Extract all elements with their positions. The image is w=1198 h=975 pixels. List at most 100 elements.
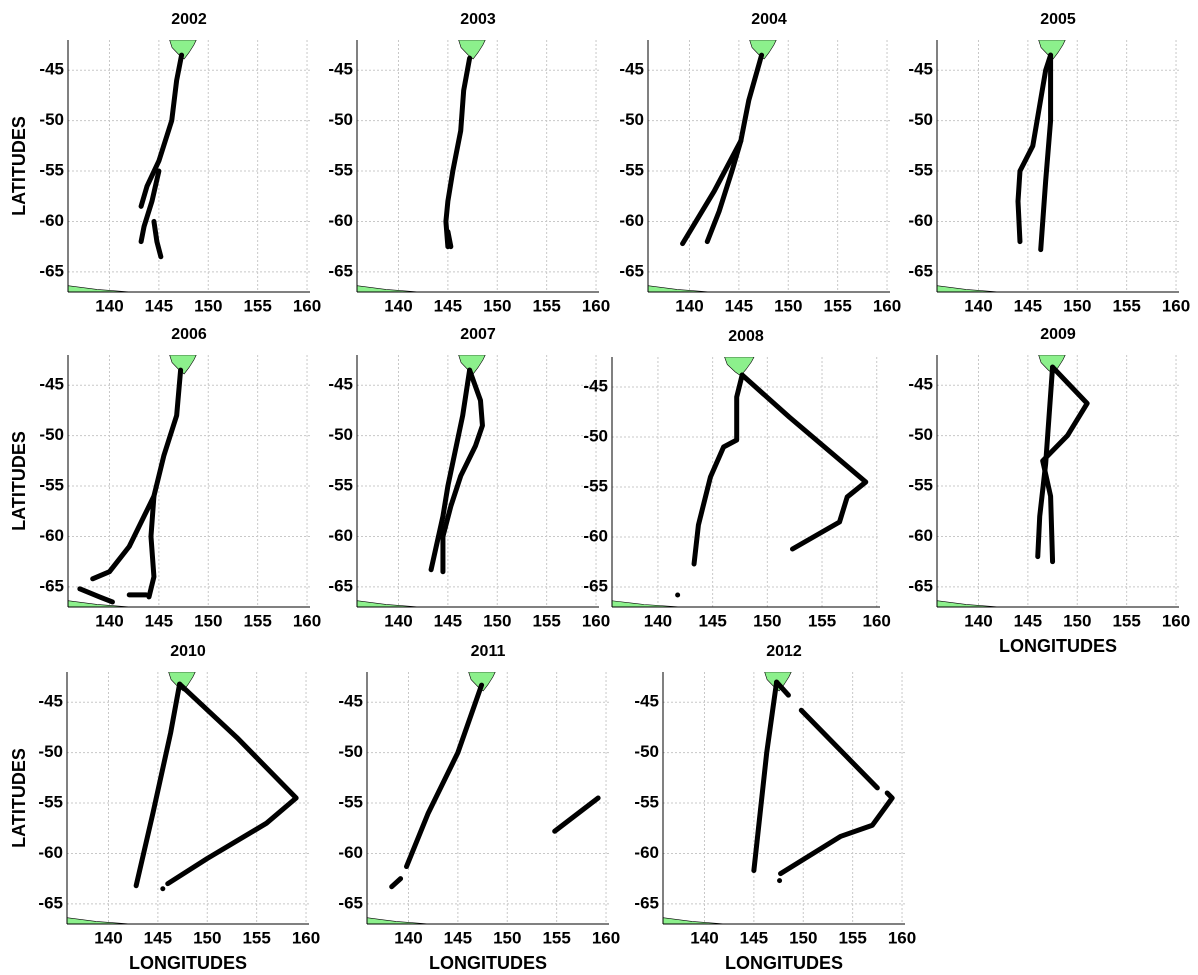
track: [774, 679, 791, 698]
x-tick-label: 160: [293, 611, 321, 630]
x-tick-label: 140: [384, 296, 412, 315]
x-tick-label: 145: [1014, 611, 1042, 630]
y-tick-label: -50: [619, 110, 644, 129]
land-shape: [458, 40, 486, 60]
land-shape: [724, 357, 755, 377]
track: [751, 679, 780, 874]
land-shape: [612, 600, 682, 607]
y-tick-label: -45: [619, 60, 644, 79]
x-tick-label: 140: [384, 611, 412, 630]
panel: 140 145 150 155 160 -45 -50 -55 -60 -65 2003: [328, 11, 610, 315]
track: [552, 795, 601, 834]
y-tick-label: -65: [634, 893, 659, 912]
y-tick-label: -60: [583, 526, 608, 545]
x-tick-label: 145: [145, 296, 173, 315]
y-tick-label: -45: [338, 692, 363, 711]
track: [428, 367, 473, 573]
track: [138, 168, 162, 245]
y-tick-label: -50: [338, 742, 363, 761]
track: [1038, 52, 1054, 253]
track: [691, 372, 745, 567]
track: [1015, 52, 1054, 245]
land-shape: [663, 917, 726, 924]
land-shape: [648, 285, 711, 292]
chart-title: 2003: [460, 11, 496, 28]
chart-title: 2012: [766, 643, 802, 660]
x-tick-label: 140: [95, 296, 123, 315]
x-axis-label: LONGITUDES: [999, 636, 1117, 656]
chart-title: 2011: [471, 643, 506, 660]
y-axis-label: LATITUDES: [9, 748, 29, 848]
panel: 140 145 150 155 160 -45 -50 -55 -60 -65 2004: [619, 11, 901, 315]
y-tick-label: -55: [328, 161, 353, 180]
x-tick-label: 145: [434, 296, 462, 315]
y-tick-label: -50: [39, 425, 64, 444]
y-tick-label: -60: [634, 843, 659, 862]
x-tick-label: 160: [293, 296, 321, 315]
y-tick-label: -65: [328, 576, 353, 595]
x-tick-label: 160: [863, 611, 891, 630]
land-shape: [169, 355, 197, 375]
x-tick-label: 160: [873, 296, 901, 315]
track: [445, 229, 454, 250]
y-tick-label: -50: [328, 425, 353, 444]
y-tick-label: -55: [908, 476, 933, 495]
x-tick-label: 155: [243, 611, 271, 630]
x-tick-label: 150: [493, 928, 521, 947]
y-tick-label: -65: [583, 576, 608, 595]
x-axis-label: LONGITUDES: [129, 953, 247, 973]
x-tick-label: 145: [444, 928, 472, 947]
track: [704, 138, 744, 245]
x-tick-label: 155: [1112, 296, 1140, 315]
y-tick-label: -50: [908, 110, 933, 129]
y-tick-label: -50: [583, 426, 608, 445]
x-tick-label: 155: [243, 296, 271, 315]
land-shape: [68, 600, 131, 607]
track: [146, 367, 184, 600]
track: [389, 876, 404, 890]
track: [680, 52, 765, 247]
y-tick-label: -60: [328, 211, 353, 230]
land-shape: [458, 355, 486, 375]
x-tick-label: 150: [1063, 296, 1091, 315]
y-tick-label: -60: [908, 211, 933, 230]
y-tick-label: -60: [338, 843, 363, 862]
x-tick-label: 160: [592, 928, 620, 947]
x-tick-label: 140: [394, 928, 422, 947]
land-shape: [749, 40, 777, 60]
land: [367, 672, 496, 924]
y-tick-label: -50: [39, 110, 64, 129]
land-shape: [937, 285, 1000, 292]
track: [1035, 364, 1056, 560]
chart-title: 2002: [171, 11, 207, 28]
x-tick-label: 155: [542, 928, 570, 947]
chart-title: 2008: [728, 328, 764, 345]
x-tick-label: 150: [789, 928, 817, 947]
x-tick-label: 150: [194, 296, 222, 315]
track: [404, 682, 485, 870]
chart-title: 2009: [1040, 326, 1076, 343]
x-tick-label: 150: [483, 611, 511, 630]
x-tick-label: 145: [1014, 296, 1042, 315]
land: [68, 355, 197, 607]
chart-title: 2010: [170, 643, 206, 660]
x-tick-label: 145: [725, 296, 753, 315]
y-tick-label: -50: [634, 742, 659, 761]
x-tick-label: 155: [823, 296, 851, 315]
track: [133, 681, 183, 889]
x-tick-label: 155: [532, 296, 560, 315]
y-tick-label: -60: [38, 843, 63, 862]
y-tick-label: -60: [328, 526, 353, 545]
panel: 140 145 150 155 160 -45 -50 -55 -60 -65 2009 LONGIT…: [908, 326, 1190, 656]
land: [648, 40, 777, 292]
x-tick-label: 150: [1063, 611, 1091, 630]
x-tick-label: 155: [808, 611, 836, 630]
y-axis-label: LATITUDES: [9, 431, 29, 531]
y-tick-label: -60: [619, 211, 644, 230]
x-tick-label: 140: [964, 611, 992, 630]
y-tick-label: -60: [908, 526, 933, 545]
x-tick-label: 150: [483, 296, 511, 315]
y-tick-label: -55: [908, 161, 933, 180]
panel: 140 145 150 155 160 -45 -50 -55 -60 -65 2005: [908, 11, 1190, 315]
track: [165, 681, 299, 887]
